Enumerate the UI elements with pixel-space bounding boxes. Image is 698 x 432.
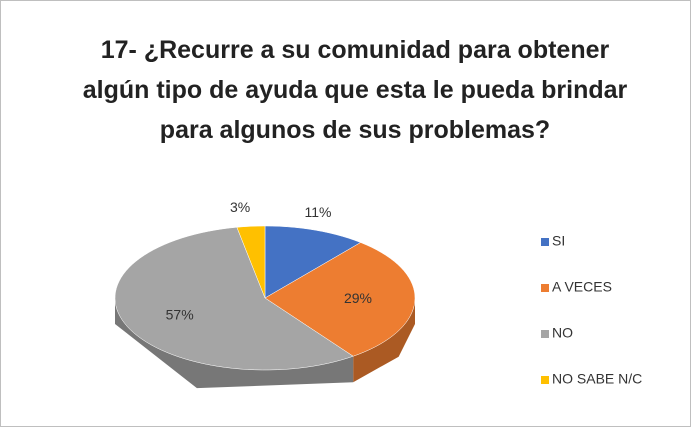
legend-label: NO SABE N/C — [552, 371, 642, 387]
slice — [114, 227, 354, 389]
data-label: 11% — [304, 204, 331, 220]
data-label: 3% — [230, 199, 250, 215]
slice — [264, 242, 416, 383]
slice-top — [264, 225, 362, 299]
legend-label: NO — [552, 325, 573, 341]
chart-title: 17- ¿Recurre a su comunidad para obtener… — [82, 36, 628, 144]
slice-top — [114, 227, 354, 371]
data-label: 29% — [344, 290, 372, 306]
legend-swatch — [541, 284, 549, 292]
legend-swatch — [541, 330, 549, 338]
legend-swatch — [541, 238, 549, 246]
legend-swatch — [541, 376, 549, 384]
legend-label: SI — [552, 233, 565, 249]
data-label: 57% — [166, 306, 194, 322]
slice — [264, 225, 362, 299]
slice-top — [236, 225, 266, 299]
slice-top — [264, 242, 416, 357]
slice — [236, 225, 266, 299]
legend-label: A VECES — [552, 279, 612, 295]
slice-side — [353, 298, 415, 383]
slice-side — [115, 298, 354, 389]
